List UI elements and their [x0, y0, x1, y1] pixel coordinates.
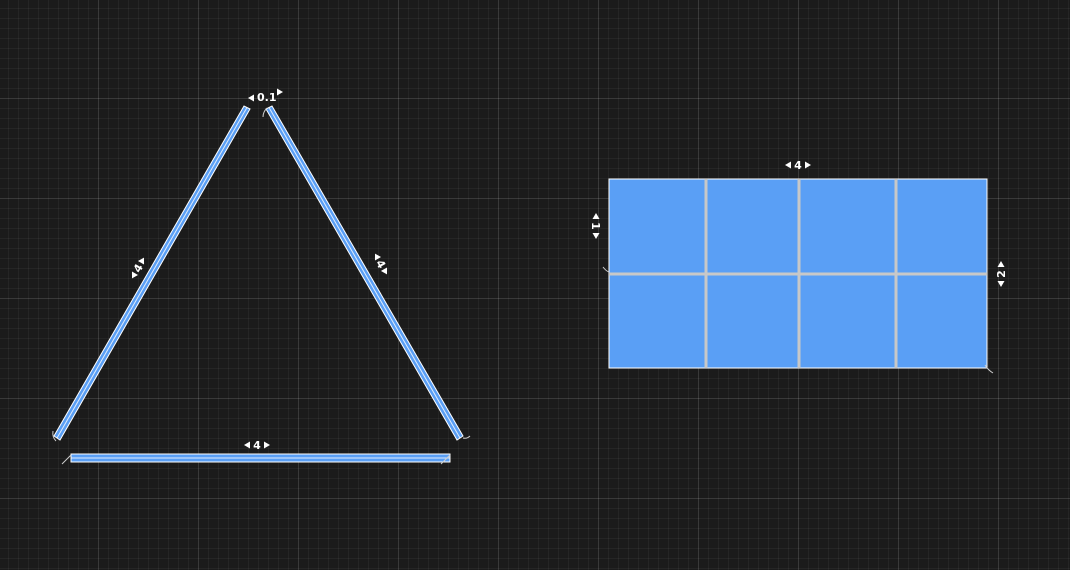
gap-dimension[interactable]: 0.1	[248, 88, 283, 105]
arrow-down-icon	[592, 233, 600, 239]
triangle-frame: 0.1 4 4 4	[52, 88, 471, 465]
grid-width-dimension[interactable]: 4	[785, 159, 811, 172]
arrow-up-icon	[997, 261, 1005, 267]
corner-handle[interactable]	[984, 364, 994, 374]
grid-height-label: 2	[995, 270, 1008, 278]
left-bar[interactable]	[52, 105, 251, 442]
corner-handle[interactable]	[602, 266, 610, 273]
arrow-left-icon	[244, 441, 250, 449]
grid-height-dimension[interactable]: 2	[995, 261, 1008, 287]
grid-width-label: 4	[794, 159, 802, 172]
grid-panel: 4 1 2	[589, 159, 1008, 374]
arrow-right-icon	[805, 161, 811, 169]
grid-row-height-dimension[interactable]: 1	[589, 213, 602, 239]
arrow-right-icon	[264, 441, 270, 449]
arrow-up-icon	[592, 213, 600, 219]
grid-row-height-label: 1	[589, 222, 602, 230]
bottom-bar[interactable]	[61, 453, 451, 465]
right-side-dimension[interactable]: 4	[369, 251, 392, 278]
arrow-right-icon	[277, 88, 283, 96]
gap-dimension-label: 0.1	[257, 91, 277, 104]
arrow-left-icon	[785, 161, 791, 169]
bottom-side-dimension[interactable]: 4	[244, 439, 270, 452]
right-bar[interactable]	[262, 105, 471, 441]
bottom-side-label: 4	[253, 439, 261, 452]
arrow-right-icon	[380, 267, 391, 277]
arrow-right-icon	[137, 255, 148, 265]
arrow-down-icon	[997, 281, 1005, 287]
arrow-left-icon	[248, 94, 254, 102]
grid-dividers	[609, 179, 987, 368]
